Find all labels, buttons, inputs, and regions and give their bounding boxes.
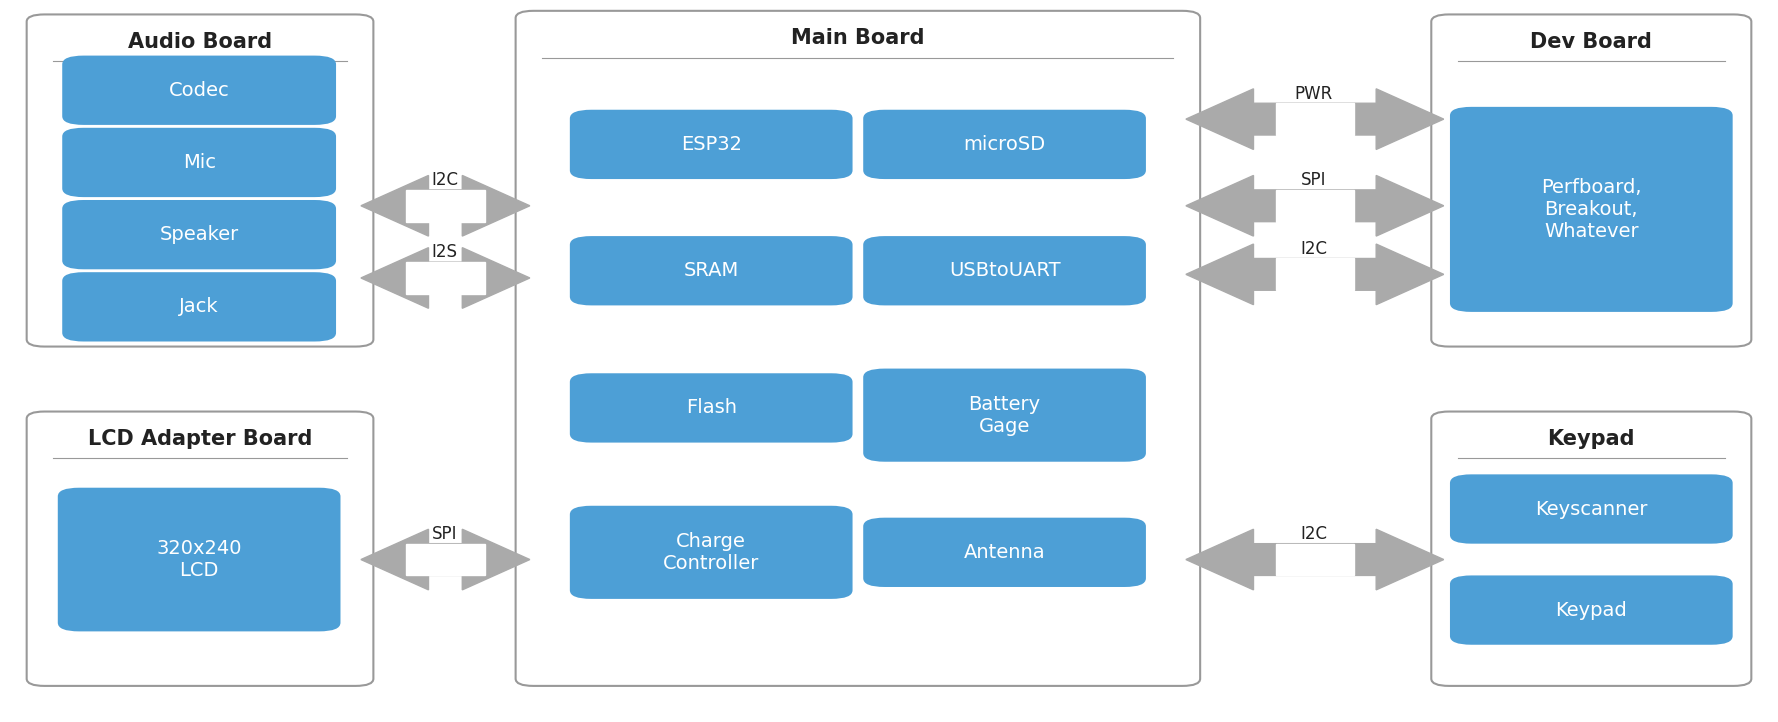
Text: 320x240
LCD: 320x240 LCD [156, 539, 242, 580]
Text: Audio Board: Audio Board [128, 32, 272, 52]
Text: Keyscanner: Keyscanner [1534, 500, 1648, 518]
Polygon shape [1277, 258, 1355, 290]
FancyBboxPatch shape [1451, 107, 1734, 312]
Polygon shape [407, 544, 485, 575]
FancyBboxPatch shape [862, 236, 1145, 305]
Polygon shape [1277, 544, 1355, 575]
Text: Dev Board: Dev Board [1531, 32, 1652, 52]
FancyBboxPatch shape [62, 128, 336, 197]
Polygon shape [1277, 190, 1355, 222]
Text: Perfboard,
Breakout,
Whatever: Perfboard, Breakout, Whatever [1542, 178, 1641, 241]
Polygon shape [407, 190, 485, 222]
FancyBboxPatch shape [571, 373, 853, 443]
FancyBboxPatch shape [516, 11, 1200, 686]
Text: SPI: SPI [1301, 171, 1326, 189]
FancyBboxPatch shape [1451, 575, 1734, 645]
Text: PWR: PWR [1294, 84, 1334, 103]
Polygon shape [361, 175, 530, 236]
FancyBboxPatch shape [62, 272, 336, 342]
FancyBboxPatch shape [571, 505, 853, 599]
Text: Charge
Controller: Charge Controller [663, 532, 759, 573]
Text: Keypad: Keypad [1547, 429, 1636, 449]
Text: USBtoUART: USBtoUART [949, 261, 1060, 280]
FancyBboxPatch shape [1431, 14, 1751, 347]
Text: microSD: microSD [964, 135, 1045, 154]
FancyBboxPatch shape [27, 412, 373, 686]
Polygon shape [1186, 175, 1444, 236]
Text: Keypad: Keypad [1556, 601, 1627, 619]
Text: I2C: I2C [430, 171, 459, 189]
Text: I2C: I2C [1300, 240, 1328, 258]
Polygon shape [1186, 529, 1444, 590]
FancyBboxPatch shape [62, 200, 336, 269]
FancyBboxPatch shape [1451, 474, 1734, 544]
Text: SPI: SPI [432, 525, 457, 543]
Text: ESP32: ESP32 [681, 135, 741, 154]
FancyBboxPatch shape [862, 368, 1145, 462]
FancyBboxPatch shape [62, 56, 336, 125]
Text: I2S: I2S [432, 243, 457, 261]
Polygon shape [1277, 103, 1355, 135]
Text: I2C: I2C [1300, 525, 1328, 543]
FancyBboxPatch shape [862, 518, 1145, 587]
Text: LCD Adapter Board: LCD Adapter Board [87, 429, 313, 449]
FancyBboxPatch shape [862, 110, 1145, 179]
Polygon shape [407, 262, 485, 294]
FancyBboxPatch shape [1431, 412, 1751, 686]
Text: Speaker: Speaker [160, 225, 238, 244]
Text: Battery
Gage: Battery Gage [969, 395, 1040, 435]
Text: SRAM: SRAM [683, 261, 740, 280]
FancyBboxPatch shape [59, 488, 341, 631]
Text: Mic: Mic [183, 153, 215, 172]
Text: Antenna: Antenna [964, 543, 1045, 562]
Polygon shape [1186, 244, 1444, 305]
Polygon shape [361, 529, 530, 590]
Polygon shape [1186, 89, 1444, 149]
Text: Main Board: Main Board [791, 28, 925, 48]
FancyBboxPatch shape [571, 236, 853, 305]
FancyBboxPatch shape [27, 14, 373, 347]
Text: Jack: Jack [180, 297, 219, 316]
FancyBboxPatch shape [571, 110, 853, 179]
Text: Flash: Flash [686, 399, 736, 417]
Polygon shape [361, 248, 530, 308]
Text: Codec: Codec [169, 81, 229, 100]
